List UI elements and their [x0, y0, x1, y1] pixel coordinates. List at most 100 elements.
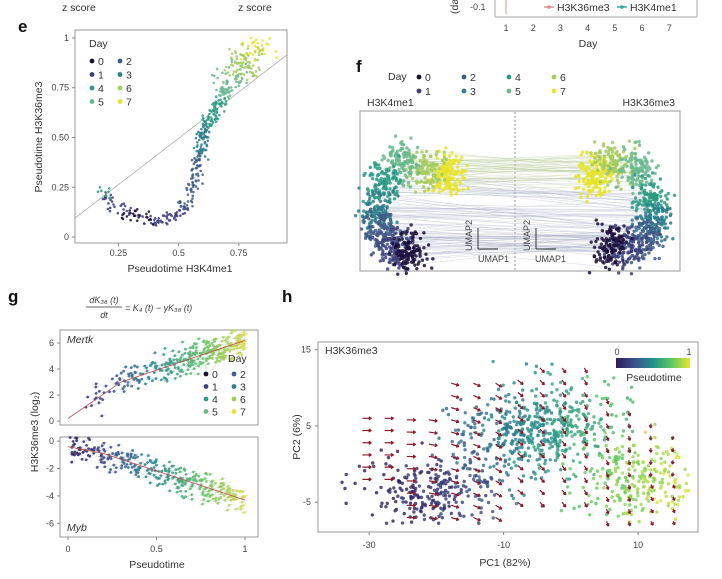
f-link-line: [409, 248, 614, 253]
h-point: [492, 437, 496, 442]
f-point: [366, 188, 371, 193]
f-point: [437, 177, 441, 182]
h-x-tick: 10: [633, 540, 643, 550]
f-link-line: [447, 166, 596, 172]
g-point: [176, 486, 180, 490]
e-point: [253, 50, 257, 54]
g-point: [190, 497, 194, 501]
f-point: [463, 169, 468, 173]
h-point: [604, 444, 608, 448]
f-point: [651, 245, 655, 250]
h-point: [578, 460, 582, 465]
h-point: [474, 473, 478, 478]
h-point: [393, 509, 397, 513]
e-point: [228, 47, 231, 51]
f-point: [393, 192, 397, 197]
e-point: [232, 70, 236, 73]
f-point: [585, 200, 589, 204]
f-point: [462, 176, 467, 181]
f-point: [601, 169, 606, 174]
f-point: [444, 157, 449, 162]
h-point: [380, 501, 384, 505]
h-point: [520, 445, 524, 450]
h-point: [521, 398, 525, 402]
f-point: [375, 177, 379, 182]
e-point: [202, 132, 206, 136]
f-point: [378, 193, 383, 197]
h-point: [501, 433, 506, 437]
h-point: [386, 455, 391, 460]
f-point: [631, 191, 635, 196]
h-point: [625, 487, 629, 491]
g-point: [120, 464, 124, 468]
e-point: [145, 215, 148, 219]
g-point: [226, 342, 230, 346]
h-point: [575, 414, 579, 418]
g-point: [108, 470, 112, 474]
g-point: [243, 494, 247, 498]
f-point: [378, 213, 382, 217]
h-point: [527, 414, 532, 418]
f-point: [619, 187, 623, 191]
f-point: [444, 146, 448, 150]
f-point: [609, 246, 614, 251]
f-point: [656, 185, 660, 189]
f-point: [647, 199, 651, 203]
g-point: [112, 389, 116, 393]
h-point: [602, 438, 607, 442]
e-point: [112, 203, 115, 206]
f-point: [618, 250, 622, 255]
e-point: [116, 211, 120, 215]
f-point: [406, 180, 410, 185]
f-point: [459, 171, 463, 176]
h-point: [652, 476, 656, 480]
h-point: [507, 392, 511, 397]
h-point: [535, 426, 539, 430]
g-point: [182, 363, 186, 367]
g-point: [207, 489, 211, 493]
h-point: [659, 461, 664, 466]
f-point: [635, 177, 640, 181]
h-point: [599, 424, 603, 429]
f-point: [593, 172, 598, 176]
h-point: [581, 393, 585, 397]
f-point: [634, 182, 639, 186]
f-point: [384, 213, 388, 217]
h-point: [592, 437, 597, 442]
h-point: [453, 485, 458, 489]
h-point: [462, 479, 466, 484]
e-point: [212, 81, 216, 85]
h-point: [465, 489, 469, 494]
e-point: [202, 125, 205, 129]
g-point: [87, 436, 90, 440]
e-point: [168, 218, 172, 222]
h-point: [564, 448, 568, 452]
h-point: [415, 466, 419, 471]
e-point: [244, 52, 248, 56]
f-point: [595, 165, 599, 169]
h-point: [507, 400, 511, 404]
g-point: [175, 358, 179, 361]
h-point: [473, 494, 478, 499]
f-point: [437, 172, 441, 176]
h-point: [458, 513, 462, 518]
f-point: [659, 194, 663, 199]
f-point: [620, 175, 624, 179]
f-point: [610, 140, 615, 145]
e-point: [208, 108, 211, 112]
g-xlabel: Pseudotime: [129, 559, 185, 571]
f-point: [638, 266, 642, 270]
f-point: [604, 172, 609, 176]
e-xlabel: Pseudotime H3K4me1: [127, 263, 232, 275]
f-point: [394, 239, 399, 243]
f-point: [357, 186, 361, 190]
e-point: [199, 169, 203, 173]
f-point: [383, 198, 387, 203]
f-point: [576, 186, 581, 190]
h-velocity-arrow: [451, 382, 460, 387]
f-point: [437, 167, 441, 171]
g-point: [235, 497, 239, 501]
legend-marker-day-2: [117, 58, 123, 64]
h-point: [670, 500, 675, 504]
e-point: [245, 70, 249, 74]
